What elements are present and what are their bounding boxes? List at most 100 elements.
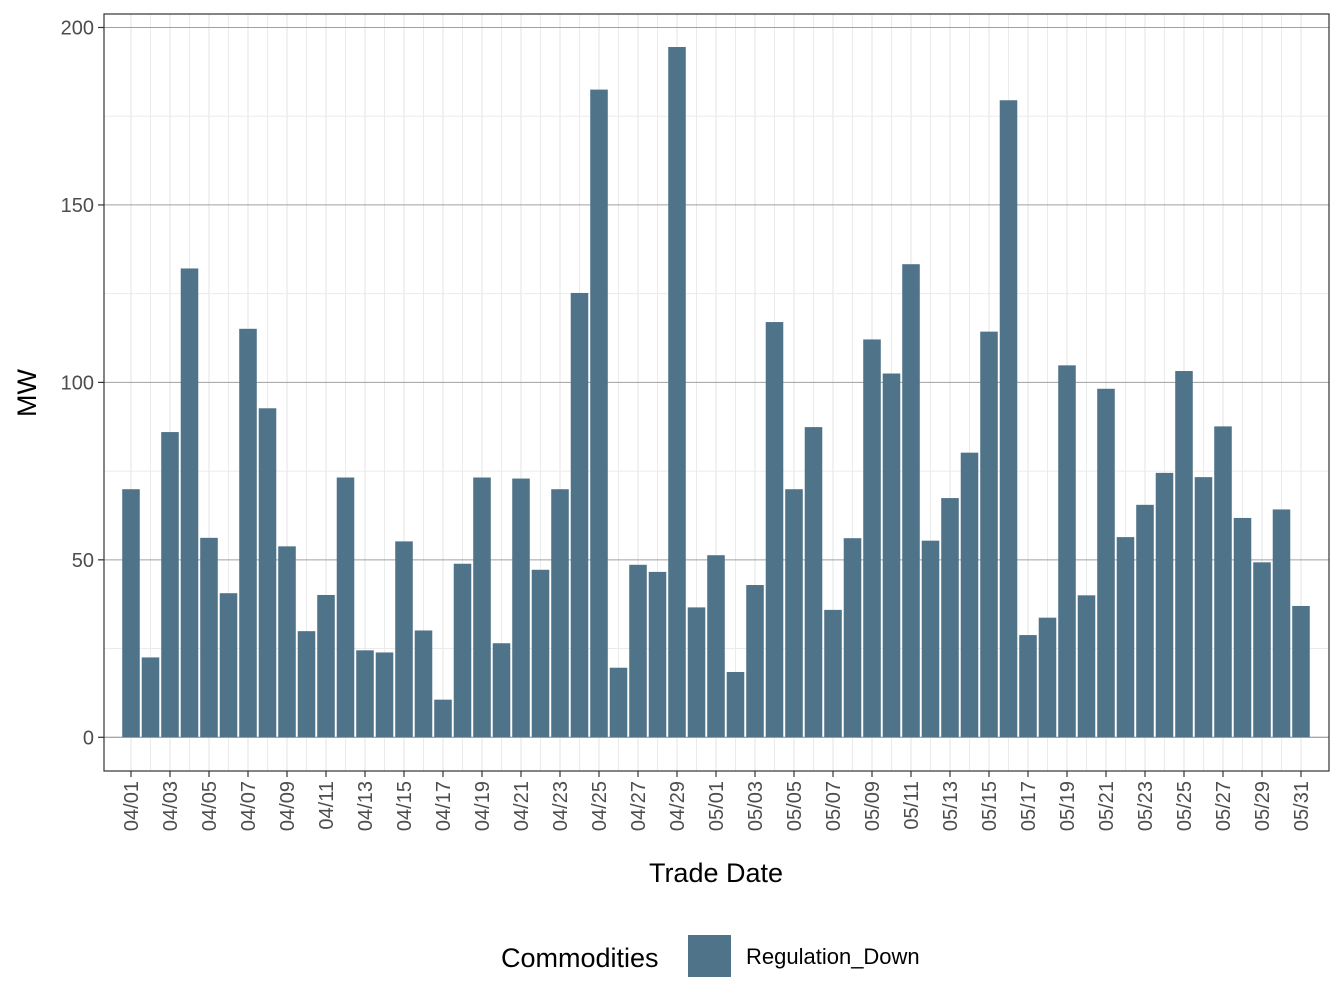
x-tick-label: 05/31 xyxy=(1291,781,1313,831)
bar-05-17 xyxy=(1019,635,1037,738)
y-tick-label: 100 xyxy=(61,372,94,394)
bar-04-02 xyxy=(141,657,160,738)
x-tick-label: 05/23 xyxy=(1135,781,1157,831)
bar-05-30 xyxy=(1272,509,1291,738)
y-axis-title: MW xyxy=(12,369,42,417)
bar-05-27 xyxy=(1214,426,1232,738)
bar-05-04 xyxy=(765,322,784,738)
bar-04-25 xyxy=(590,89,608,738)
bar-05-26 xyxy=(1194,477,1213,738)
bar-04-08 xyxy=(258,408,277,738)
x-tick-label: 05/11 xyxy=(901,781,923,830)
bar-04-24 xyxy=(570,292,589,738)
y-tick-label: 50 xyxy=(72,550,94,572)
bar-05-02 xyxy=(726,671,745,738)
bar-04-14 xyxy=(375,652,394,738)
bar-05-31 xyxy=(1292,605,1310,738)
x-tick-label: 04/13 xyxy=(355,781,377,831)
bar-04-03 xyxy=(161,432,179,738)
bar-05-10 xyxy=(882,373,901,738)
bar-05-08 xyxy=(843,538,862,738)
bar-04-23 xyxy=(551,489,569,738)
x-tick-label: 05/21 xyxy=(1096,781,1118,831)
bar-05-12 xyxy=(921,540,940,738)
bar-04-29 xyxy=(668,47,686,738)
bar-04-15 xyxy=(395,541,413,738)
legend-key-regulation-down xyxy=(688,935,731,977)
bar-04-04 xyxy=(180,268,199,738)
x-tick-label: 04/09 xyxy=(277,781,299,831)
bar-04-19 xyxy=(473,477,491,738)
bar-05-16 xyxy=(999,100,1018,738)
bar-05-19 xyxy=(1058,365,1076,738)
x-tick-label: 04/03 xyxy=(160,781,182,831)
x-tick-label: 05/05 xyxy=(784,781,806,831)
x-tick-label: 04/29 xyxy=(667,781,689,831)
x-axis-title: Trade Date xyxy=(649,858,783,888)
x-tick-label: 05/15 xyxy=(979,781,1001,831)
bar-05-11 xyxy=(902,264,920,738)
x-tick-label: 05/27 xyxy=(1213,781,1235,831)
y-tick-label: 150 xyxy=(61,195,94,217)
bar-05-24 xyxy=(1155,472,1174,738)
x-tick-label: 05/09 xyxy=(862,781,884,831)
x-tick-label: 04/15 xyxy=(394,781,416,831)
x-tick-label: 05/17 xyxy=(1018,781,1040,831)
bar-05-15 xyxy=(980,331,998,738)
bar-04-27 xyxy=(629,564,647,738)
bar-05-29 xyxy=(1253,562,1271,738)
bar-05-05 xyxy=(785,489,803,738)
x-tick-label: 04/07 xyxy=(238,781,260,831)
x-tick-label: 04/11 xyxy=(316,781,338,830)
x-tick-label: 05/13 xyxy=(940,781,962,831)
x-tick-label: 04/01 xyxy=(121,781,143,831)
x-tick-label: 04/05 xyxy=(199,781,221,831)
bar-05-06 xyxy=(804,427,823,738)
x-tick-label: 05/29 xyxy=(1252,781,1274,831)
bar-05-09 xyxy=(863,339,881,738)
bar-04-07 xyxy=(239,328,257,738)
legend-title: Commodities xyxy=(501,943,659,973)
bar-05-03 xyxy=(746,585,764,738)
bar-04-17 xyxy=(434,699,452,738)
bar-04-11 xyxy=(317,594,335,738)
axis-layer: 0 50 100 150 200 04/01 04/03 04/05 04/07 04/09 04/… xyxy=(61,17,1313,831)
bar-04-22 xyxy=(531,569,550,738)
bar-05-13 xyxy=(941,498,959,738)
bar-layer xyxy=(122,47,1310,738)
bar-05-23 xyxy=(1136,504,1154,738)
x-tick-label: 05/19 xyxy=(1057,781,1079,831)
bar-04-18 xyxy=(453,563,472,738)
bar-05-28 xyxy=(1233,517,1252,738)
legend: Commodities Regulation_Down xyxy=(501,935,920,977)
legend-label-regulation-down: Regulation_Down xyxy=(746,944,920,969)
x-tick-label: 04/17 xyxy=(433,781,455,831)
bar-05-18 xyxy=(1038,617,1057,738)
x-tick-label: 05/07 xyxy=(823,781,845,831)
x-tick-label: 04/21 xyxy=(511,781,533,831)
bar-04-16 xyxy=(414,630,433,738)
bar-04-12 xyxy=(336,477,355,738)
bar-05-21 xyxy=(1097,388,1115,738)
bar-05-22 xyxy=(1116,537,1135,738)
x-tick-label: 05/03 xyxy=(745,781,767,831)
bar-05-14 xyxy=(960,452,979,738)
bar-04-09 xyxy=(278,546,296,738)
bar-05-07 xyxy=(824,609,842,738)
x-tick-label: 04/25 xyxy=(589,781,611,831)
x-tick-label: 05/01 xyxy=(706,781,728,831)
bar-04-05 xyxy=(200,537,218,738)
y-tick-label: 200 xyxy=(61,17,94,39)
bar-04-13 xyxy=(356,650,374,738)
x-tick-label: 05/25 xyxy=(1174,781,1196,831)
bar-04-21 xyxy=(512,478,530,738)
bar-04-20 xyxy=(492,643,511,738)
y-tick-label: 0 xyxy=(83,727,94,749)
bar-04-10 xyxy=(297,631,316,738)
bar-04-01 xyxy=(122,489,140,738)
bar-05-25 xyxy=(1175,371,1193,738)
bar-04-26 xyxy=(609,667,628,738)
bar-04-28 xyxy=(648,571,667,738)
